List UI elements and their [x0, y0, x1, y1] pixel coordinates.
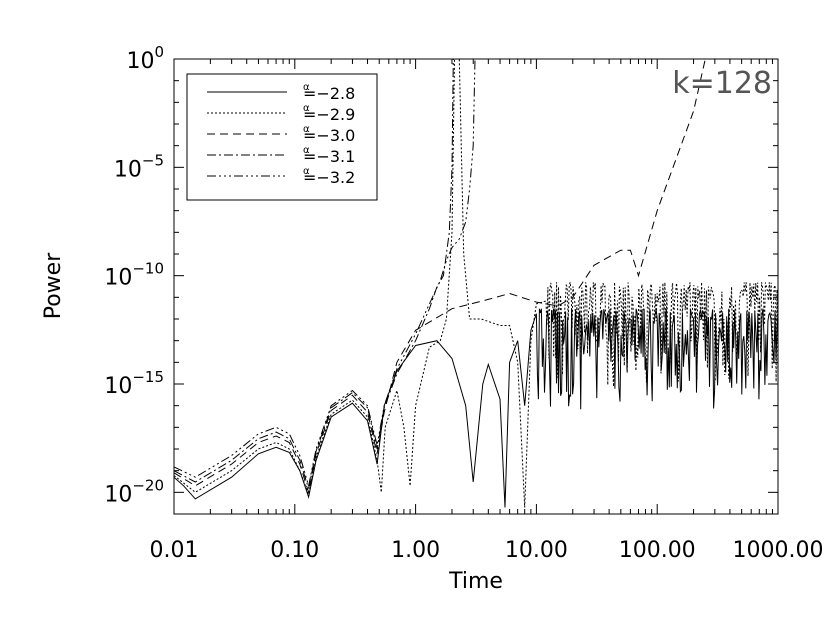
series-line-2 [174, 59, 706, 493]
legend-box [186, 73, 378, 201]
x-tick-label: 0.10 [270, 538, 319, 563]
chart-annotation: k=128 [672, 66, 772, 101]
y-tick-exponent: 0 [154, 43, 164, 61]
plot-frame [173, 58, 779, 515]
legend: α=−2.8α=−2.9α=−3.0α=−3.1α=−3.2 [186, 73, 378, 201]
legend-label: =−3.1 [303, 147, 355, 166]
y-tick-base: 10 [114, 157, 142, 182]
x-tick-label: 100.00 [619, 538, 696, 563]
series-line-0 [174, 308, 778, 508]
series-line-4 [174, 59, 476, 486]
y-tick-base: 10 [104, 374, 132, 399]
x-tick-label: 0.01 [150, 538, 199, 563]
axis-ticks: 0.01 0.10 1.00 10.00 100.00 1000.0010−2010−15… [104, 43, 823, 563]
y-tick-base: 10 [126, 49, 154, 74]
y-tick-label: 100 [126, 43, 164, 74]
y-tick-exponent: −5 [142, 151, 164, 169]
y-tick-base: 10 [104, 266, 132, 291]
series-line-1 [174, 59, 778, 508]
y-tick-label: 10−20 [104, 476, 164, 507]
legend-symbol: α [303, 166, 310, 177]
x-tick-label: 10.00 [505, 538, 568, 563]
legend-symbol: α [303, 103, 310, 114]
x-axis-label: Time [448, 569, 503, 594]
y-tick-label: 10−5 [114, 151, 164, 182]
legend-symbol: α [303, 82, 310, 93]
y-tick-exponent: −10 [132, 260, 164, 278]
legend-label: =−3.0 [303, 126, 355, 145]
x-tick-label: 1.00 [391, 538, 440, 563]
y-tick-label: 10−10 [104, 260, 164, 291]
y-tick-exponent: −15 [132, 368, 164, 386]
legend-label: =−3.2 [303, 168, 355, 187]
legend-symbol: α [303, 145, 310, 156]
legend-label: =−2.8 [303, 84, 355, 103]
y-axis-label: Power [41, 252, 66, 319]
series-line-3 [174, 59, 454, 489]
y-tick-exponent: −20 [132, 476, 164, 494]
series-layer [174, 59, 778, 508]
y-tick-base: 10 [104, 482, 132, 507]
legend-label: =−2.9 [303, 105, 355, 124]
y-tick-label: 10−15 [104, 368, 164, 399]
legend-symbol: α [303, 124, 310, 135]
x-tick-label: 1000.00 [733, 538, 824, 563]
